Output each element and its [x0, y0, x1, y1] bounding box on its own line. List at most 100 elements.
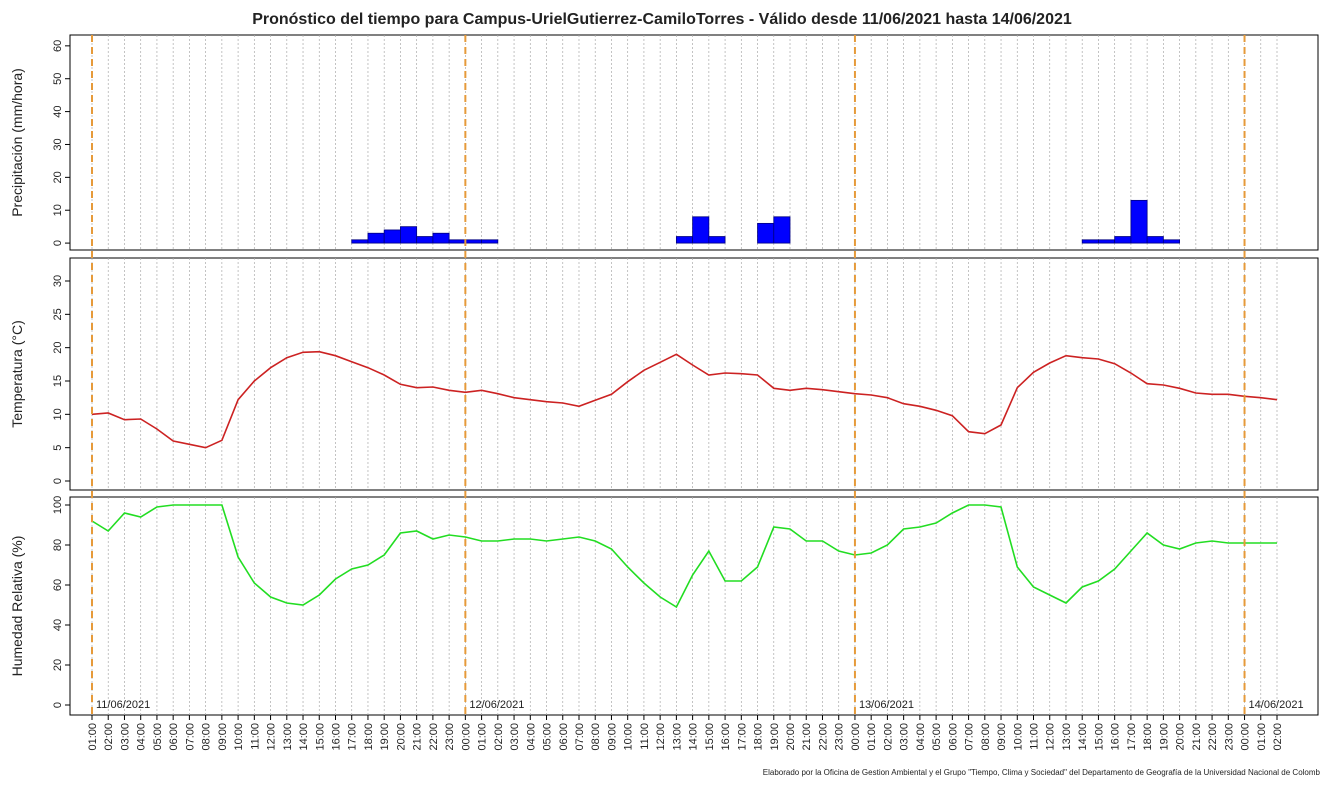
x-tick-label: 01:00 — [866, 723, 878, 751]
x-tick-label: 02:00 — [1272, 723, 1284, 751]
x-tick-label: 22:00 — [817, 723, 829, 751]
x-tick-label: 09:00 — [996, 723, 1008, 751]
x-tick-label: 21:00 — [801, 723, 813, 751]
x-tick-label: 11:00 — [249, 723, 261, 750]
x-tick-label: 11:00 — [1029, 723, 1041, 750]
x-tick-label: 15:00 — [314, 723, 326, 751]
x-tick-label: 12:00 — [1045, 723, 1057, 751]
x-tick-label: 14:00 — [688, 723, 700, 751]
x-tick-label: 09:00 — [606, 723, 618, 751]
day-label: 11/06/2021 — [96, 699, 150, 711]
x-tick-label: 10:00 — [1012, 723, 1024, 751]
y-axis-label: Precipitación (mm/hora) — [9, 68, 25, 217]
x-tick-label: 04:00 — [525, 723, 537, 751]
x-tick-label: 01:00 — [477, 723, 489, 751]
y-tick-label: 10 — [52, 408, 64, 420]
x-tick-label: 11:00 — [639, 723, 651, 750]
x-tick-label: 07:00 — [964, 723, 976, 751]
y-tick-label: 30 — [52, 138, 64, 150]
panel-frame — [69, 34, 1319, 251]
x-tick-label: 03:00 — [509, 723, 521, 751]
y-tick-label: 40 — [52, 105, 64, 117]
x-tick-label: 21:00 — [412, 723, 424, 751]
x-tick-label: 15:00 — [704, 723, 716, 751]
x-tick-label: 05:00 — [542, 723, 554, 751]
x-tick-label: 23:00 — [834, 723, 846, 751]
y-tick-label: 40 — [52, 619, 64, 631]
x-tick-label: 02:00 — [882, 723, 894, 751]
x-tick-label: 14:00 — [1077, 723, 1089, 751]
x-tick-label: 16:00 — [720, 723, 732, 751]
x-tick-label: 06:00 — [558, 723, 570, 751]
x-tick-label: 17:00 — [1126, 723, 1138, 751]
x-tick-label: 12:00 — [655, 723, 667, 751]
x-tick-label: 06:00 — [168, 723, 180, 751]
x-tick-label: 01:00 — [87, 723, 99, 751]
x-tick-label: 20:00 — [785, 723, 797, 751]
bar — [464, 239, 482, 244]
x-tick-label: 18:00 — [753, 723, 765, 751]
bar — [481, 239, 499, 244]
x-tick-label: 09:00 — [217, 723, 229, 751]
x-tick-label: 12:00 — [266, 723, 278, 751]
x-tick-label: 00:00 — [1240, 723, 1252, 751]
bar — [432, 232, 450, 244]
x-tick-label: 22:00 — [1207, 723, 1219, 751]
bar — [383, 229, 401, 244]
y-tick-label: 0 — [52, 478, 64, 484]
x-tick-label: 02:00 — [103, 723, 115, 751]
bar — [416, 236, 434, 244]
x-tick-label: 04:00 — [136, 723, 148, 751]
x-tick-label: 13:00 — [671, 723, 683, 751]
day-label: 14/06/2021 — [1249, 699, 1304, 711]
line — [91, 504, 1277, 609]
y-tick-label: 60 — [52, 579, 64, 591]
bar — [1114, 236, 1132, 244]
x-tick-label: 05:00 — [931, 723, 943, 751]
x-tick-label: 20:00 — [395, 723, 407, 751]
x-tick-label: 16:00 — [1110, 723, 1122, 751]
y-tick-label: 0 — [52, 240, 64, 246]
bar — [1081, 239, 1099, 244]
x-tick-label: 14:00 — [298, 723, 310, 751]
x-tick-label: 00:00 — [460, 723, 472, 751]
bar — [708, 236, 726, 244]
x-tick-label: 10:00 — [623, 723, 635, 751]
y-tick-label: 25 — [52, 308, 64, 320]
day-label: 13/06/2021 — [859, 699, 914, 711]
x-tick-label: 15:00 — [1093, 723, 1105, 751]
x-tick-label: 07:00 — [184, 723, 196, 751]
x-tick-label: 19:00 — [1158, 723, 1170, 751]
bar — [692, 216, 710, 244]
x-tick-label: 08:00 — [201, 723, 213, 751]
bar — [757, 222, 775, 244]
day-label: 12/06/2021 — [469, 699, 524, 711]
bar — [773, 216, 791, 244]
x-tick-label: 01:00 — [1256, 723, 1268, 751]
line — [91, 350, 1278, 449]
bar — [675, 236, 694, 244]
x-tick-label: 20:00 — [1175, 723, 1187, 751]
x-tick-label: 03:00 — [119, 723, 131, 751]
panel-frame — [69, 496, 1319, 716]
x-tick-label: 17:00 — [347, 723, 359, 751]
y-tick-label: 60 — [52, 40, 64, 52]
x-tick-label: 13:00 — [282, 723, 294, 751]
x-tick-label: 23:00 — [1223, 723, 1235, 751]
y-tick-label: 100 — [52, 496, 64, 514]
bar — [1098, 239, 1116, 244]
y-tick-label: 15 — [52, 375, 64, 387]
y-tick-label: 20 — [52, 659, 64, 671]
bar — [367, 232, 385, 244]
x-tick-label: 05:00 — [152, 723, 164, 751]
chart-title: Pronóstico del tiempo para Campus-UrielG… — [252, 11, 1072, 28]
y-tick-label: 20 — [52, 342, 64, 354]
y-tick-label: 50 — [52, 73, 64, 85]
x-tick-label: 07:00 — [574, 723, 586, 751]
x-tick-label: 17:00 — [736, 723, 748, 751]
x-tick-label: 19:00 — [769, 723, 781, 751]
panel-frame — [69, 257, 1319, 491]
bar — [1162, 239, 1181, 244]
x-tick-label: 13:00 — [1061, 723, 1073, 751]
